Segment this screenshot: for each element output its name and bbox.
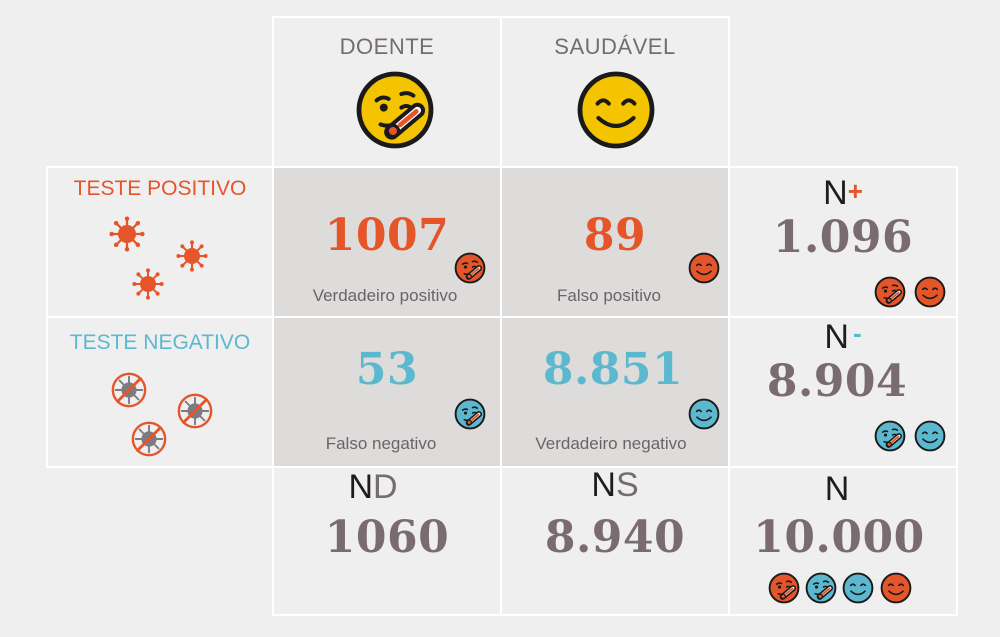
- n-plus-sign: +: [847, 176, 863, 206]
- n-d-label: ND: [260, 468, 486, 507]
- smiling-face-icon: [914, 420, 946, 452]
- sick-thermometer-face-icon: [805, 572, 837, 604]
- false-positive-value: 89: [583, 210, 647, 261]
- true-positive-value: 1007: [324, 210, 450, 261]
- crossed-out-virus-icon: [176, 392, 214, 430]
- row-header-positive: TESTE POSITIVO: [46, 166, 274, 318]
- smiling-face-icon: [688, 252, 720, 284]
- row-header-positive-label: TESTE POSITIVO: [73, 177, 247, 200]
- n-plus-label: N+: [730, 174, 956, 213]
- n-minus-label: N-: [730, 318, 956, 357]
- n-minus-sign: -: [852, 318, 862, 348]
- n-s-sub: S: [615, 466, 639, 504]
- n-s-value: 8.940: [544, 512, 686, 563]
- n-plus-value: 1.096: [772, 212, 914, 263]
- smiling-face-icon: [576, 70, 656, 150]
- crossed-out-virus-icon: [110, 371, 148, 409]
- n-d-value: 1060: [324, 512, 450, 563]
- cell-true-positive: 1007 Verdadeiro positivo: [272, 166, 502, 318]
- row-header-negative-label: TESTE NEGATIVO: [69, 331, 251, 354]
- false-positive-label: Falso positivo: [557, 286, 661, 305]
- sick-thermometer-face-icon: [768, 572, 800, 604]
- smiling-face-icon: [842, 572, 874, 604]
- sick-thermometer-face-icon: [454, 398, 486, 430]
- cell-n-s: NS 8.940: [500, 466, 730, 616]
- n-minus-value: 8.904: [766, 356, 908, 407]
- column-header-healthy-label: SAUDÁVEL: [554, 34, 676, 59]
- n-minus-letter: N: [824, 318, 849, 356]
- n-s-letter: N: [591, 466, 616, 504]
- cell-n-d: ND 1060: [272, 466, 502, 616]
- true-negative-value: 8.851: [542, 344, 684, 395]
- true-positive-label: Verdadeiro positivo: [312, 286, 458, 305]
- sick-thermometer-face-icon: [874, 420, 906, 452]
- n-d-letter: N: [348, 468, 373, 506]
- smiling-face-icon: [914, 276, 946, 308]
- cell-true-negative: 8.851 Verdadeiro negativo: [500, 316, 730, 468]
- column-header-sick: DOENTE: [272, 16, 502, 168]
- virus-icon: [132, 268, 164, 300]
- false-negative-value: 53: [355, 344, 419, 395]
- virus-icon: [109, 216, 145, 252]
- row-header-negative: TESTE NEGATIVO: [46, 316, 274, 468]
- true-negative-label: Verdadeiro negativo: [535, 434, 687, 453]
- sick-thermometer-face-icon: [355, 70, 435, 150]
- column-header-sick-label: DOENTE: [339, 34, 435, 59]
- n-s-label: NS: [502, 466, 728, 505]
- cell-false-positive: 89 Falso positivo: [500, 166, 730, 318]
- virus-icon: [176, 240, 208, 272]
- column-header-healthy: SAUDÁVEL: [500, 16, 730, 168]
- cell-n-plus: N+ 1.096: [728, 166, 958, 318]
- n-plus-letter: N: [823, 174, 848, 212]
- n-total-value: 10.000: [753, 512, 925, 563]
- cell-n-minus: N- 8.904: [728, 316, 958, 468]
- false-negative-label: Falso negativo: [325, 434, 437, 453]
- crossed-out-virus-icon: [130, 420, 168, 458]
- smiling-face-icon: [688, 398, 720, 430]
- n-d-sub: D: [373, 468, 398, 506]
- cell-n-total: N 10.000: [728, 466, 958, 616]
- cell-false-negative: 53 Falso negativo: [272, 316, 502, 468]
- smiling-face-icon: [880, 572, 912, 604]
- sick-thermometer-face-icon: [454, 252, 486, 284]
- sick-thermometer-face-icon: [874, 276, 906, 308]
- n-total-label: N: [824, 470, 850, 508]
